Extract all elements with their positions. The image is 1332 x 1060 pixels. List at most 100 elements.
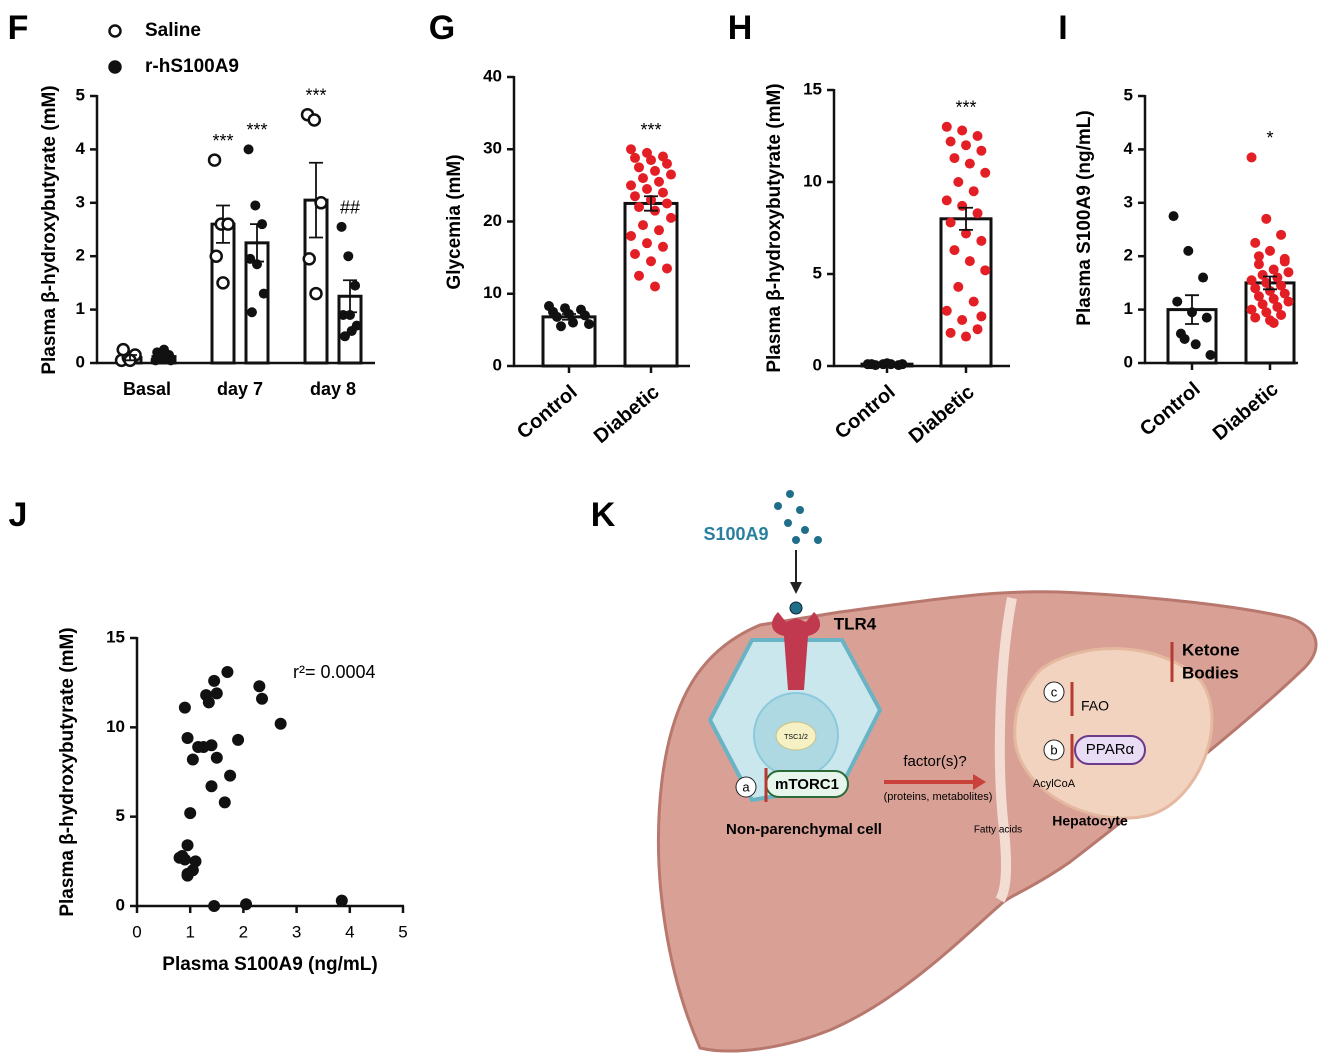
point [336, 221, 347, 232]
point [1183, 245, 1194, 256]
point [626, 180, 636, 191]
x-tick-label: day 8 [310, 379, 356, 399]
point [240, 898, 253, 911]
point [654, 225, 664, 236]
point [1172, 296, 1183, 307]
y-axis-label: Plasma S100A9 (ng/mL) [1074, 110, 1095, 325]
y-tick-label: 4 [76, 139, 86, 158]
x-tick-label: Control [513, 381, 582, 444]
x-tick-label: Control [831, 381, 900, 444]
point [897, 359, 908, 370]
arrow-head [973, 774, 986, 790]
point [662, 263, 672, 274]
point [964, 256, 975, 267]
significance: *** [955, 98, 976, 118]
point [186, 753, 199, 766]
point [1279, 256, 1290, 267]
point [1272, 272, 1283, 283]
point [1201, 312, 1212, 323]
ligament [994, 597, 1017, 903]
point [246, 307, 257, 318]
point [638, 173, 648, 184]
point [941, 121, 952, 132]
point [256, 692, 269, 705]
point [638, 220, 648, 231]
y-tick-label: 1 [76, 299, 85, 318]
point [666, 212, 676, 223]
point [949, 245, 960, 256]
point [961, 331, 971, 342]
point [1168, 211, 1179, 222]
diagram: K S100A9 TLR4 TSC1/2 mTORC1 a Non-parenc… [591, 490, 1318, 1053]
error-bar [343, 279, 357, 314]
point [1279, 288, 1290, 299]
point [662, 198, 672, 209]
point [1261, 213, 1272, 224]
point [949, 153, 960, 164]
point [202, 696, 215, 709]
y-tick-label: 3 [76, 192, 85, 211]
factor-note: (proteins, metabolites) [884, 791, 993, 803]
point [1268, 264, 1279, 275]
point [1246, 275, 1257, 286]
x-tick-label: Diabetic [590, 381, 664, 448]
point [173, 851, 186, 864]
panel-label: F [8, 9, 29, 47]
y-tick-label: 40 [483, 66, 502, 85]
point [650, 281, 660, 292]
receptor [771, 612, 821, 690]
fao-label: FAO [1081, 698, 1109, 714]
error-bar [123, 354, 137, 362]
point [642, 183, 652, 194]
ppar-box [1074, 735, 1146, 765]
bound-ligand [789, 601, 803, 615]
panel-label: H [728, 9, 753, 47]
panel-label: G [429, 9, 455, 47]
ligand-label: S100A9 [703, 524, 768, 544]
point [976, 235, 987, 246]
acyl-label: AcylCoA [1033, 778, 1076, 790]
y-tick-label: 0 [1124, 352, 1133, 371]
point [184, 807, 197, 820]
tsc-node [775, 721, 817, 751]
point [210, 687, 223, 700]
point [1250, 312, 1261, 323]
legend-label: r-hS100A9 [145, 56, 239, 77]
point [1190, 339, 1201, 350]
point [205, 739, 218, 752]
factor-label: factor(s)? [903, 753, 966, 770]
y-tick-label: 0 [116, 895, 125, 914]
y-tick-label: 4 [1124, 139, 1134, 158]
y-tick-label: 3 [1124, 192, 1133, 211]
y-tick-label: 15 [803, 79, 822, 98]
point [253, 680, 266, 693]
point [658, 241, 668, 252]
point [209, 249, 223, 263]
point [1246, 152, 1257, 163]
ketone-label: Ketone [1182, 640, 1240, 659]
x-tick-label: Basal [123, 379, 171, 399]
point [626, 144, 636, 155]
point [646, 155, 656, 166]
x-tick-label: 4 [345, 922, 354, 941]
error-bar [959, 206, 973, 231]
point [662, 158, 672, 169]
point [243, 144, 254, 155]
point [232, 733, 245, 746]
x-tick-label: Diabetic [905, 381, 979, 448]
point [552, 311, 562, 322]
point [634, 202, 644, 213]
error-bar [157, 353, 171, 360]
y-tick-label: 30 [483, 139, 502, 158]
point [666, 169, 676, 180]
y-tick-label: 20 [483, 211, 502, 230]
point [314, 196, 328, 210]
panel-label: K [591, 496, 616, 534]
point [976, 311, 987, 322]
point [961, 228, 971, 239]
y-tick-label: 5 [813, 263, 822, 282]
point [207, 153, 222, 167]
point [980, 167, 991, 178]
receptor-label: TLR4 [834, 614, 877, 633]
